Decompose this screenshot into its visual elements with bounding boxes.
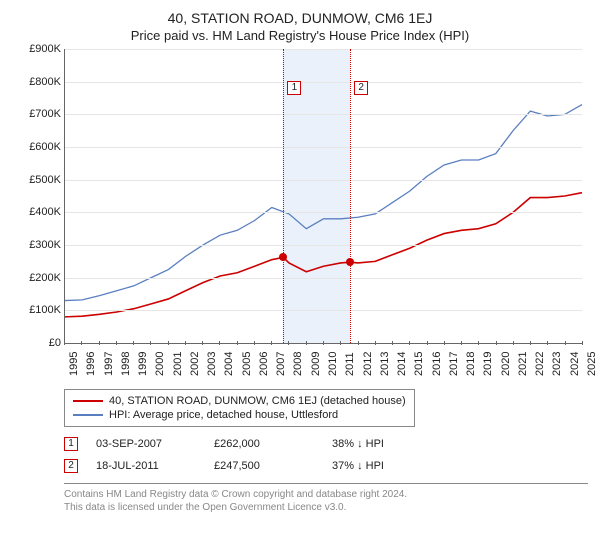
legend-label: HPI: Average price, detached house, Uttl… — [109, 409, 338, 421]
footer-attribution: Contains HM Land Registry data © Crown c… — [64, 483, 588, 514]
x-axis-label: 1999 — [137, 352, 149, 376]
series-hpi — [65, 105, 582, 301]
x-axis-label: 2017 — [448, 352, 460, 376]
x-axis-label: 2022 — [534, 352, 546, 376]
x-axis-label: 2016 — [431, 352, 443, 376]
x-axis-label: 1996 — [85, 352, 97, 376]
sale-price: £247,500 — [214, 460, 314, 472]
y-axis-label: £500K — [29, 174, 65, 186]
x-axis-label: 2015 — [413, 352, 425, 376]
y-axis-label: £400K — [29, 206, 65, 218]
x-axis-label: 2024 — [569, 352, 581, 376]
x-axis-label: 2012 — [362, 352, 374, 376]
plot-area: £0£100K£200K£300K£400K£500K£600K£700K£80… — [64, 49, 582, 344]
x-axis-label: 1998 — [120, 352, 132, 376]
y-axis-label: £900K — [29, 43, 65, 55]
x-axis-label: 2009 — [310, 352, 322, 376]
y-axis-label: £200K — [29, 272, 65, 284]
legend-item: HPI: Average price, detached house, Uttl… — [73, 408, 406, 422]
sale-delta: 37% ↓ HPI — [332, 460, 432, 472]
x-axis-label: 2008 — [292, 352, 304, 376]
x-axis-label: 2005 — [241, 352, 253, 376]
sale-point — [279, 253, 287, 261]
x-axis-label: 2025 — [586, 352, 598, 376]
sale-delta: 38% ↓ HPI — [332, 438, 432, 450]
sale-row: 1 03-SEP-2007 £262,000 38% ↓ HPI — [64, 433, 588, 455]
sale-marker-box: 1 — [287, 81, 301, 95]
legend-label: 40, STATION ROAD, DUNMOW, CM6 1EJ (detac… — [109, 395, 406, 407]
page-title: 40, STATION ROAD, DUNMOW, CM6 1EJ — [12, 10, 588, 26]
x-axis-label: 2023 — [551, 352, 563, 376]
x-axis-label: 2011 — [344, 352, 356, 376]
x-axis-label: 2010 — [327, 352, 339, 376]
chart-lines — [65, 49, 582, 343]
sale-point — [346, 258, 354, 266]
x-axis-label: 1997 — [103, 352, 115, 376]
x-axis-label: 2013 — [379, 352, 391, 376]
sale-date: 18-JUL-2011 — [96, 460, 196, 472]
x-axis-label: 2014 — [396, 352, 408, 376]
x-axis: 1995 1996 1997 1998 1999 2000 2001 2002 2003 2004… — [64, 344, 582, 379]
legend-swatch — [73, 414, 103, 416]
x-axis-label: 2006 — [258, 352, 270, 376]
x-axis-label: 1995 — [68, 352, 80, 376]
x-axis-label: 2020 — [500, 352, 512, 376]
sale-row: 2 18-JUL-2011 £247,500 37% ↓ HPI — [64, 455, 588, 477]
x-axis-label: 2018 — [465, 352, 477, 376]
y-axis-label: £800K — [29, 76, 65, 88]
sale-vline — [283, 49, 284, 343]
x-axis-label: 2003 — [206, 352, 218, 376]
y-axis-label: £300K — [29, 239, 65, 251]
chart: £0£100K£200K£300K£400K£500K£600K£700K£80… — [64, 49, 582, 379]
series-property — [65, 193, 582, 317]
legend-swatch — [73, 400, 103, 402]
footer-line: Contains HM Land Registry data © Crown c… — [64, 488, 588, 501]
footer-line: This data is licensed under the Open Gov… — [64, 501, 588, 514]
legend-item: 40, STATION ROAD, DUNMOW, CM6 1EJ (detac… — [73, 394, 406, 408]
sale-marker-icon: 2 — [64, 459, 78, 473]
page-subtitle: Price paid vs. HM Land Registry's House … — [12, 28, 588, 43]
sale-price: £262,000 — [214, 438, 314, 450]
x-axis-label: 2004 — [223, 352, 235, 376]
x-axis-label: 2000 — [154, 352, 166, 376]
x-axis-label: 2019 — [482, 352, 494, 376]
sales-table: 1 03-SEP-2007 £262,000 38% ↓ HPI 2 18-JUL-201… — [64, 433, 588, 477]
sale-marker-icon: 1 — [64, 437, 78, 451]
x-axis-label: 2001 — [172, 352, 184, 376]
sale-vline — [350, 49, 351, 343]
sale-date: 03-SEP-2007 — [96, 438, 196, 450]
y-axis-label: £700K — [29, 108, 65, 120]
y-axis-label: £100K — [29, 304, 65, 316]
y-axis-label: £0 — [49, 337, 65, 349]
y-axis-label: £600K — [29, 141, 65, 153]
legend: 40, STATION ROAD, DUNMOW, CM6 1EJ (detac… — [64, 389, 415, 427]
x-axis-label: 2002 — [189, 352, 201, 376]
x-axis-label: 2021 — [517, 352, 529, 376]
x-axis-label: 2007 — [275, 352, 287, 376]
sale-marker-box: 2 — [354, 81, 368, 95]
